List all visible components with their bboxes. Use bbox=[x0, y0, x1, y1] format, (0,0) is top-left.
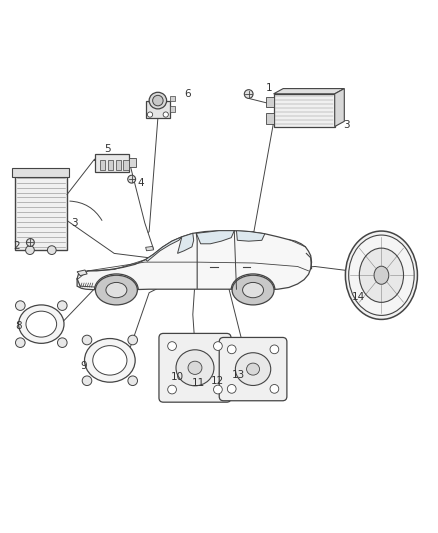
Text: 4: 4 bbox=[137, 177, 144, 188]
FancyBboxPatch shape bbox=[130, 158, 136, 167]
Ellipse shape bbox=[232, 275, 274, 305]
Circle shape bbox=[214, 385, 222, 394]
Circle shape bbox=[82, 376, 92, 385]
FancyBboxPatch shape bbox=[124, 159, 129, 171]
Circle shape bbox=[128, 376, 138, 385]
Circle shape bbox=[227, 384, 236, 393]
Circle shape bbox=[25, 246, 34, 254]
Circle shape bbox=[57, 338, 67, 348]
Polygon shape bbox=[77, 231, 311, 290]
Text: 10: 10 bbox=[171, 373, 184, 382]
FancyBboxPatch shape bbox=[116, 159, 121, 171]
Circle shape bbox=[214, 342, 222, 350]
FancyBboxPatch shape bbox=[12, 168, 69, 177]
Text: 9: 9 bbox=[80, 361, 87, 371]
FancyBboxPatch shape bbox=[170, 106, 175, 111]
Circle shape bbox=[227, 345, 236, 354]
Polygon shape bbox=[177, 233, 194, 253]
Circle shape bbox=[168, 385, 177, 394]
Text: 3: 3 bbox=[344, 119, 350, 130]
FancyBboxPatch shape bbox=[159, 334, 231, 402]
Circle shape bbox=[47, 246, 56, 254]
Text: 2: 2 bbox=[14, 240, 20, 251]
Ellipse shape bbox=[85, 338, 135, 382]
FancyBboxPatch shape bbox=[274, 94, 335, 126]
Ellipse shape bbox=[93, 345, 127, 375]
FancyBboxPatch shape bbox=[170, 96, 175, 101]
FancyBboxPatch shape bbox=[100, 159, 106, 171]
Ellipse shape bbox=[247, 363, 260, 375]
FancyBboxPatch shape bbox=[146, 101, 170, 118]
Text: 11: 11 bbox=[191, 378, 205, 387]
Circle shape bbox=[168, 342, 177, 350]
Text: 13: 13 bbox=[232, 370, 245, 380]
Text: 12: 12 bbox=[211, 376, 224, 386]
Ellipse shape bbox=[149, 92, 166, 109]
Ellipse shape bbox=[243, 282, 264, 298]
Polygon shape bbox=[146, 237, 182, 261]
FancyBboxPatch shape bbox=[95, 154, 130, 172]
Polygon shape bbox=[196, 231, 234, 244]
Circle shape bbox=[82, 335, 92, 345]
Text: 8: 8 bbox=[15, 321, 21, 332]
Ellipse shape bbox=[95, 275, 138, 305]
Polygon shape bbox=[77, 270, 87, 276]
Circle shape bbox=[152, 95, 163, 106]
Circle shape bbox=[128, 175, 136, 183]
Circle shape bbox=[15, 338, 25, 348]
Polygon shape bbox=[274, 88, 344, 94]
Circle shape bbox=[148, 112, 152, 117]
Circle shape bbox=[270, 345, 279, 354]
Text: 3: 3 bbox=[71, 218, 78, 228]
Ellipse shape bbox=[349, 235, 414, 316]
Ellipse shape bbox=[26, 311, 57, 337]
Ellipse shape bbox=[235, 353, 271, 385]
Polygon shape bbox=[146, 246, 153, 251]
Text: 5: 5 bbox=[104, 144, 111, 155]
FancyBboxPatch shape bbox=[266, 113, 274, 124]
Circle shape bbox=[163, 112, 168, 117]
Text: 14: 14 bbox=[352, 292, 365, 302]
Circle shape bbox=[244, 90, 253, 99]
Text: 1: 1 bbox=[266, 83, 272, 93]
Ellipse shape bbox=[176, 350, 214, 386]
Circle shape bbox=[26, 239, 34, 246]
Circle shape bbox=[15, 301, 25, 310]
Ellipse shape bbox=[359, 248, 403, 302]
Circle shape bbox=[57, 301, 67, 310]
Polygon shape bbox=[335, 88, 344, 126]
Circle shape bbox=[128, 335, 138, 345]
Text: 6: 6 bbox=[184, 89, 191, 99]
Ellipse shape bbox=[106, 282, 127, 298]
Ellipse shape bbox=[346, 231, 417, 319]
Ellipse shape bbox=[18, 305, 64, 343]
FancyBboxPatch shape bbox=[108, 159, 113, 171]
Ellipse shape bbox=[188, 361, 202, 374]
FancyBboxPatch shape bbox=[14, 169, 67, 250]
Ellipse shape bbox=[374, 266, 389, 284]
FancyBboxPatch shape bbox=[266, 97, 274, 107]
Polygon shape bbox=[237, 231, 265, 241]
Circle shape bbox=[270, 384, 279, 393]
FancyBboxPatch shape bbox=[219, 337, 287, 401]
